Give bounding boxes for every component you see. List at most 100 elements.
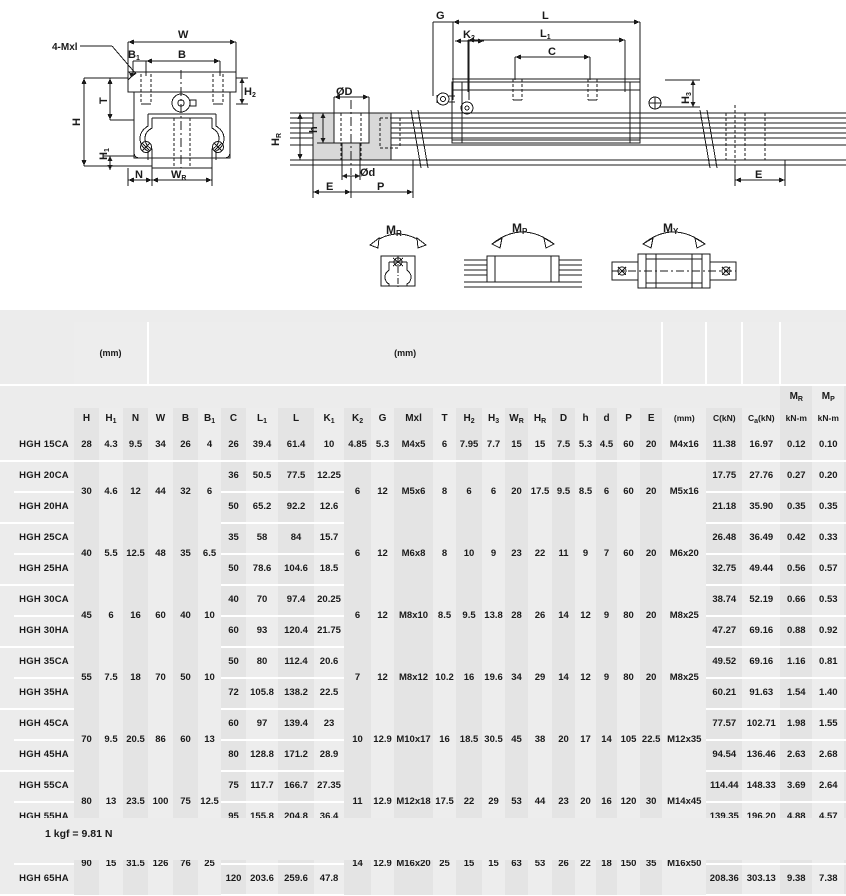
cell-my: 2.64 (844, 771, 846, 803)
cell-mr: 1.98 (780, 709, 813, 741)
cell-g: 12 (371, 647, 395, 709)
cell-mp: 0.10 (812, 430, 845, 462)
label-b1: B1 (128, 49, 140, 62)
cell-l1: 39.4 (246, 430, 279, 462)
cell-l: 166.7 (278, 771, 315, 803)
cell-l: 112.4 (278, 647, 315, 679)
cell-my: 2.68 (844, 740, 846, 772)
header-sym-h3: H3 (482, 408, 506, 430)
technical-drawings: 4-Mxl W B1 B H2 T H H1 N WR G L L1 C K2 … (0, 0, 846, 310)
cell-wr: 28 (505, 585, 529, 647)
header-gap2 (0, 385, 14, 408)
cell-wr: 20 (505, 461, 529, 523)
cell-n: 16 (123, 585, 149, 647)
label-mp: MP (512, 221, 528, 236)
cell-t: 6 (433, 430, 457, 462)
cell-h: 30 (74, 461, 99, 523)
cell-cakn: 36.49 (742, 523, 781, 555)
cell-mr: 0.12 (780, 430, 813, 462)
header-sym-wr: WR (505, 408, 529, 430)
cell-hr: 26 (528, 585, 553, 647)
row-gap (0, 678, 14, 710)
table-row: HGH 15CA 28 4.3 9.5 34 26 4 26 39.4 61.4 10 4.85 5.3… (0, 430, 846, 462)
row-gap (0, 616, 14, 648)
cell-k2: 6 (344, 461, 372, 523)
cell-mp: 1.55 (812, 709, 845, 741)
cell-mm: M8x25 (662, 647, 707, 709)
cell-k1: 21.75 (314, 616, 345, 648)
model-name: HGH 45CA (14, 709, 74, 741)
cell-c: 60 (221, 616, 247, 648)
cell-mr: 0.56 (780, 554, 813, 586)
cell-l: 84 (278, 523, 315, 555)
label-od-small: Ød (360, 167, 375, 179)
cell-l1: 80 (246, 647, 279, 679)
header-unit-c-blank (706, 322, 744, 386)
label-b: B (178, 49, 186, 61)
header-sym-h-small: h (575, 408, 597, 430)
header-sym-d-small: d (596, 408, 618, 430)
cell-h1: 5.5 (99, 523, 123, 585)
table-row: HGH 45CA 70 9.5 20.5 86 60 13 60 97 139.4 23 10 12.9… (0, 709, 846, 771)
cell-mm: M12x35 (662, 709, 707, 771)
cell-k2: 7 (344, 647, 372, 709)
header-sym-k2: K2 (344, 408, 372, 430)
cell-b1: 10 (198, 585, 222, 647)
cell-mr: 1.16 (780, 647, 813, 679)
header-model-blank (14, 322, 74, 386)
cell-ckn: 77.57 (706, 709, 743, 741)
header-sym-h2: H2 (456, 408, 483, 430)
cell-b1: 13 (198, 709, 222, 771)
label-p: P (377, 181, 384, 193)
cell-h: 9 (575, 523, 597, 585)
cell-mr: 3.69 (780, 771, 813, 803)
table-row: HGH 20CA 30 4.6 12 44 32 6 36 50.5 77.5 12.25 6 12 M5… (0, 461, 846, 523)
label-h: H (71, 118, 83, 126)
cell-wr: 53 (505, 771, 529, 833)
cell-h: 70 (74, 709, 99, 771)
header-sym-p: P (617, 408, 641, 430)
cell-h: 12 (575, 647, 597, 709)
cell-l1: 105.8 (246, 678, 279, 710)
header-sym-g: G (371, 408, 395, 430)
cell-d: 14 (596, 709, 618, 771)
cell-b1: 12.5 (198, 771, 222, 833)
cell-w: 48 (148, 523, 174, 585)
cell-h1: 7.5 (99, 647, 123, 709)
cell-mr: 0.42 (780, 523, 813, 555)
cell-l1: 65.2 (246, 492, 279, 524)
cell-my: 0.53 (844, 585, 846, 617)
cell-k2: 4.85 (344, 430, 372, 462)
label-h3: H3 (680, 92, 693, 104)
cell-k1: 10 (314, 430, 345, 462)
header-sym-b1: B1 (198, 408, 222, 430)
cell-k2: 6 (344, 523, 372, 585)
cell-h: 40 (74, 523, 99, 585)
cell-k1: 12.25 (314, 461, 345, 493)
cell-ckn: 38.74 (706, 585, 743, 617)
cell-b1: 10 (198, 647, 222, 709)
header-unit-ca-blank (742, 322, 782, 386)
cell-g: 12.9 (371, 771, 395, 833)
header-sym-e: E (640, 408, 663, 430)
cell-n: 20.5 (123, 709, 149, 771)
cell-cakn: 91.63 (742, 678, 781, 710)
cell-l: 77.5 (278, 461, 315, 493)
cell-k2: 10 (344, 709, 372, 771)
header-dim-blank (74, 385, 662, 408)
cell-mm: M4x16 (662, 430, 707, 462)
cell-b: 60 (173, 709, 199, 771)
header-sym-knm-r: kN-m (780, 408, 813, 430)
cell-c: 36 (221, 461, 247, 493)
cell-d: 9 (596, 647, 618, 709)
row-gap (0, 461, 14, 492)
cell-l1: 97 (246, 709, 279, 741)
cell-ckn: 32.75 (706, 554, 743, 586)
cell-l: 97.4 (278, 585, 315, 617)
cell-cakn: 52.19 (742, 585, 781, 617)
cell-h1: 4.6 (99, 461, 123, 523)
header-unit-moment-blank (780, 322, 846, 386)
cell-mp: 0.81 (812, 647, 845, 679)
cell-my: 0.92 (844, 616, 846, 648)
cell-ckn: 11.38 (706, 430, 743, 462)
